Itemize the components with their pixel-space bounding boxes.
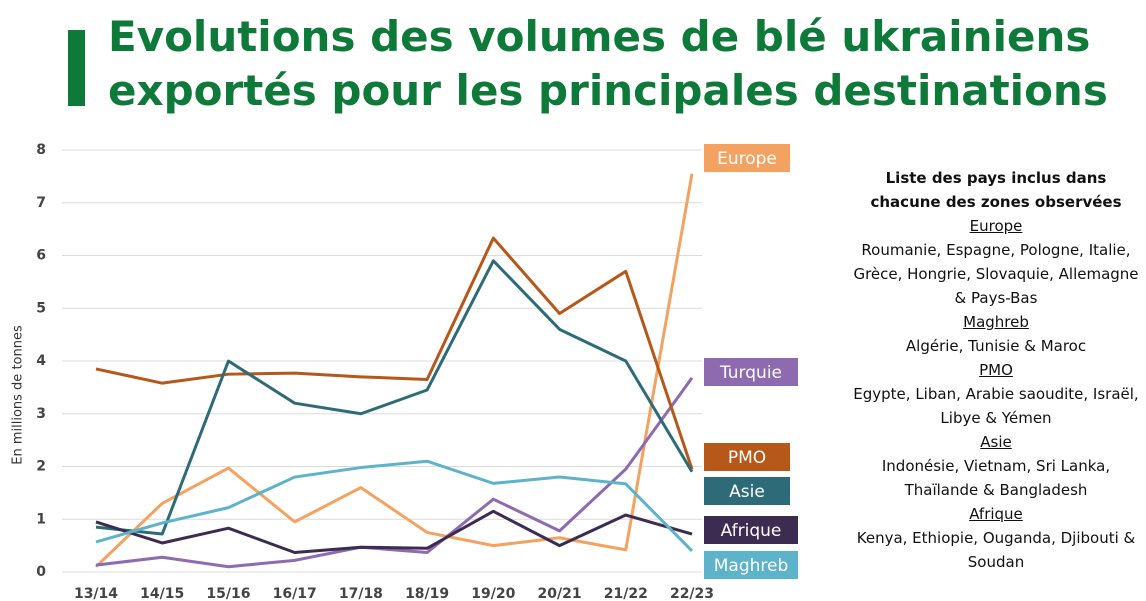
x-tick-label: 22/23 (670, 586, 714, 601)
zone-countries: Egypte, Liban, Arabie saoudite, Israël, … (853, 385, 1139, 427)
y-tick-label: 2 (36, 459, 46, 475)
zone-countries: Algérie, Tunisie & Maroc (905, 337, 1087, 355)
series-label: PMO (728, 448, 766, 468)
series-label: Afrique (721, 521, 782, 541)
series-label: Turquie (719, 363, 782, 383)
y-tick-label: 1 (36, 511, 46, 527)
zone-name: Asie (980, 433, 1012, 451)
x-tick-label: 14/15 (140, 586, 184, 601)
zone-name: Afrique (969, 505, 1023, 523)
y-axis-label: En millions de tonnes (11, 325, 26, 465)
title-accent (68, 30, 85, 106)
series-label: Europe (717, 149, 777, 169)
zone-name: Europe (969, 217, 1023, 235)
y-tick-label: 5 (36, 300, 46, 316)
y-tick-label: 3 (36, 406, 46, 422)
y-tick-label: 4 (36, 353, 46, 369)
x-tick-label: 19/20 (471, 586, 515, 601)
title: Evolutions des volumes de blé ukrainiens… (108, 12, 1108, 115)
y-tick-label: 6 (36, 248, 46, 264)
y-tick-label: 7 (36, 195, 46, 211)
series-label-box (704, 551, 798, 579)
series-line (95, 376, 694, 569)
series-line (95, 509, 693, 554)
x-tick-label: 16/17 (273, 586, 317, 601)
x-tick-label: 17/18 (339, 586, 383, 601)
series-label-box (704, 443, 790, 471)
zone-countries: Kenya, Ethiopie, Ouganda, Djibouti & Sou… (856, 529, 1136, 571)
y-tick-label: 8 (36, 142, 46, 158)
zone-name: PMO (979, 361, 1013, 379)
zone-countries: Indonésie, Vietnam, Sri Lanka, Thaïlande… (881, 457, 1111, 499)
x-tick-label: 13/14 (74, 586, 118, 601)
x-tick-label: 21/22 (604, 586, 648, 601)
series-label-box (704, 358, 798, 386)
legend-panel: Liste des pays inclus dans chacune des z… (848, 166, 1144, 574)
series-line (95, 236, 694, 470)
series-line (95, 259, 694, 536)
y-tick-label: 0 (36, 564, 46, 580)
zone-name: Maghreb (963, 313, 1029, 331)
series-label-box (704, 144, 790, 172)
zone-countries: Roumanie, Espagne, Pologne, Italie, Grèc… (853, 241, 1139, 307)
series-label-box (704, 477, 790, 505)
panel-title: Liste des pays inclus dans chacune des z… (870, 169, 1122, 211)
series-label-box (704, 516, 798, 544)
series-line (94, 173, 694, 568)
series-label: Asie (729, 482, 765, 502)
x-tick-label: 18/19 (405, 586, 449, 601)
series-label: Maghreb (714, 556, 789, 576)
x-tick-label: 15/16 (206, 586, 250, 601)
x-tick-label: 20/21 (538, 586, 582, 601)
series-line (95, 459, 694, 552)
